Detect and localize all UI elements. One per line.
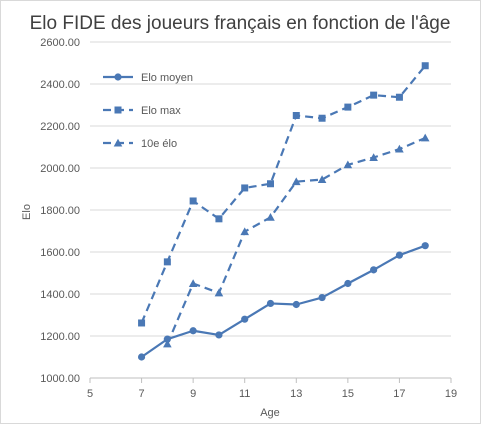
x-tick-label: 5 bbox=[87, 388, 93, 400]
data-point bbox=[163, 258, 171, 266]
x-tick-label: 15 bbox=[342, 388, 354, 400]
data-point bbox=[189, 197, 197, 205]
series-line bbox=[140, 244, 426, 358]
legend: Elo moyen Elo max 10e élo bbox=[103, 72, 193, 150]
data-point bbox=[369, 153, 378, 161]
data-point bbox=[241, 315, 249, 323]
y-tick-label: 2600.00 bbox=[40, 37, 80, 49]
data-point bbox=[292, 300, 300, 309]
data-point bbox=[395, 93, 403, 101]
chart-title: Elo FIDE des joueurs français en fonctio… bbox=[30, 13, 451, 34]
legend-label: Elo moyen bbox=[141, 72, 193, 84]
data-point bbox=[266, 299, 275, 308]
y-tick-label: 2200.00 bbox=[40, 121, 80, 133]
data-point bbox=[421, 242, 429, 250]
data-point bbox=[267, 180, 274, 188]
data-point bbox=[395, 144, 404, 153]
y-tick-label: 1600.00 bbox=[40, 247, 80, 259]
data-point bbox=[420, 133, 430, 142]
series-3 bbox=[163, 133, 430, 348]
data-point bbox=[370, 91, 378, 99]
series-2 bbox=[138, 62, 429, 327]
x-tick-label: 11 bbox=[239, 388, 250, 400]
data-point bbox=[344, 279, 352, 288]
data-point bbox=[343, 160, 353, 169]
x-axis-tick-labels: 5 7 9 11 13 15 17 19 bbox=[87, 378, 457, 400]
legend-marker bbox=[114, 73, 122, 81]
series-line bbox=[166, 136, 426, 345]
data-point bbox=[138, 319, 146, 327]
y-tick-label: 2400.00 bbox=[40, 79, 80, 91]
y-tick-label: 1000.00 bbox=[40, 373, 80, 385]
series-group bbox=[137, 62, 430, 361]
gridlines bbox=[90, 41, 451, 337]
y-axis-label: Elo bbox=[21, 204, 33, 220]
y-axis-tick-labels: 1000.00 1200.00 1400.00 1600.00 1800.00 2000.… bbox=[40, 37, 80, 385]
series-line bbox=[140, 65, 427, 324]
y-tick-label: 1400.00 bbox=[40, 289, 80, 301]
data-point bbox=[188, 279, 198, 287]
data-point bbox=[266, 213, 275, 221]
data-point bbox=[215, 215, 223, 223]
legend-marker bbox=[113, 138, 123, 147]
legend-marker bbox=[114, 106, 122, 114]
data-point bbox=[292, 112, 300, 119]
series-1 bbox=[137, 242, 429, 361]
data-point bbox=[240, 227, 250, 236]
legend-label: 10e élo bbox=[141, 138, 177, 150]
data-point bbox=[421, 62, 429, 70]
data-point bbox=[344, 103, 352, 111]
data-point bbox=[317, 175, 327, 183]
data-point bbox=[395, 251, 404, 259]
x-axis-label: Age bbox=[260, 407, 280, 419]
data-point bbox=[318, 114, 326, 122]
data-point bbox=[163, 339, 172, 348]
y-tick-label: 1800.00 bbox=[40, 205, 80, 217]
y-tick-label: 2000.00 bbox=[40, 163, 80, 175]
x-tick-label: 7 bbox=[139, 388, 145, 400]
data-point bbox=[241, 184, 249, 192]
y-tick-label: 1200.00 bbox=[40, 331, 80, 343]
x-tick-label: 9 bbox=[190, 388, 196, 400]
data-point bbox=[137, 353, 146, 361]
x-tick-label: 19 bbox=[445, 388, 457, 400]
data-point bbox=[215, 331, 223, 339]
data-point bbox=[318, 293, 326, 302]
x-tick-label: 17 bbox=[393, 388, 405, 400]
data-point bbox=[189, 327, 197, 335]
x-tick-label: 13 bbox=[290, 388, 302, 400]
legend-label: Elo max bbox=[141, 105, 181, 117]
data-point bbox=[370, 266, 378, 274]
data-point bbox=[214, 288, 224, 297]
data-point bbox=[291, 177, 301, 186]
